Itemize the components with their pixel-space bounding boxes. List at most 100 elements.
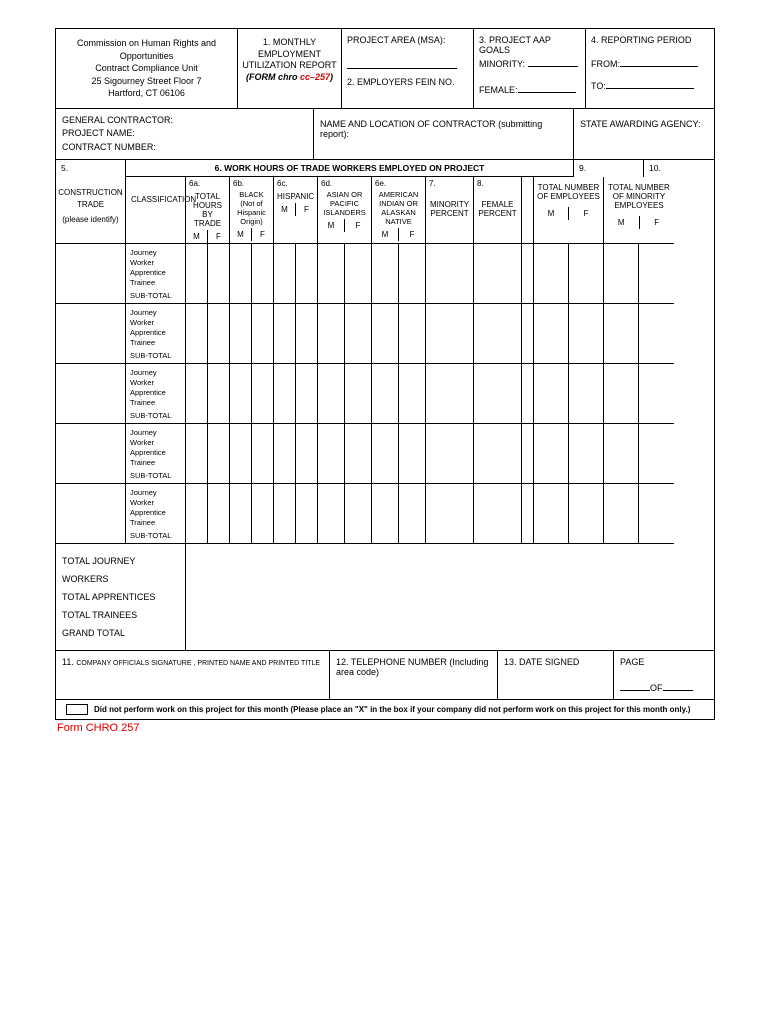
project-area-line[interactable] <box>347 59 457 69</box>
from-line[interactable] <box>620 57 698 67</box>
page-of[interactable] <box>663 681 693 691</box>
page-num[interactable] <box>620 681 650 691</box>
data-cell[interactable] <box>534 484 569 544</box>
data-cell[interactable] <box>399 244 426 304</box>
data-cell[interactable] <box>426 304 474 364</box>
data-cell[interactable] <box>318 484 345 544</box>
data-cell[interactable] <box>522 364 534 424</box>
data-cell[interactable] <box>296 484 318 544</box>
data-cell[interactable] <box>186 304 208 364</box>
data-cell[interactable] <box>208 424 230 484</box>
data-cell[interactable] <box>274 364 296 424</box>
col-6e: 6e.AMERICAN INDIAN OR ALASKAN NATIVE MF <box>372 177 426 244</box>
data-cell[interactable] <box>208 304 230 364</box>
data-cell[interactable] <box>569 364 604 424</box>
data-cell[interactable] <box>318 364 345 424</box>
data-cell[interactable] <box>426 424 474 484</box>
data-cell[interactable] <box>372 364 399 424</box>
data-cell[interactable] <box>426 484 474 544</box>
data-cell[interactable] <box>274 244 296 304</box>
data-cell[interactable] <box>399 484 426 544</box>
data-cell[interactable] <box>345 424 372 484</box>
data-cell[interactable] <box>208 484 230 544</box>
data-cell[interactable] <box>569 304 604 364</box>
to-line[interactable] <box>606 79 694 89</box>
data-cell[interactable] <box>522 484 534 544</box>
data-cell[interactable] <box>252 304 274 364</box>
org-cell: Commission on Human Rights and Opportuni… <box>56 29 238 109</box>
data-cell[interactable] <box>474 244 522 304</box>
data-cell[interactable] <box>474 484 522 544</box>
data-cell[interactable] <box>274 424 296 484</box>
trade-cell <box>56 304 126 364</box>
data-cell[interactable] <box>639 364 674 424</box>
data-cell[interactable] <box>426 364 474 424</box>
data-cell[interactable] <box>186 484 208 544</box>
data-cell[interactable] <box>274 304 296 364</box>
data-cell[interactable] <box>230 364 252 424</box>
data-cell[interactable] <box>372 484 399 544</box>
data-cell[interactable] <box>345 244 372 304</box>
data-cell[interactable] <box>230 484 252 544</box>
data-cell[interactable] <box>252 484 274 544</box>
data-cell[interactable] <box>252 424 274 484</box>
data-cell[interactable] <box>230 244 252 304</box>
data-cell[interactable] <box>639 484 674 544</box>
data-cell[interactable] <box>186 244 208 304</box>
col-headers: CONSTRUCTION TRADE (please identify) CLA… <box>56 177 714 244</box>
data-cell[interactable] <box>604 484 639 544</box>
data-cell[interactable] <box>296 424 318 484</box>
footer-row: 11. COMPANY OFFICIALS SIGNATURE , PRINTE… <box>56 651 714 700</box>
data-cell[interactable] <box>604 424 639 484</box>
data-cell[interactable] <box>522 424 534 484</box>
data-cell[interactable] <box>345 364 372 424</box>
data-cell[interactable] <box>296 244 318 304</box>
data-cell[interactable] <box>639 424 674 484</box>
female-line[interactable] <box>518 83 576 93</box>
data-cell[interactable] <box>208 364 230 424</box>
data-cell[interactable] <box>474 364 522 424</box>
data-cell[interactable] <box>426 244 474 304</box>
no-work-checkbox[interactable] <box>66 704 88 715</box>
classification-cell: Journey WorkerApprenticeTraineeSUB-TOTAL <box>126 304 186 364</box>
data-cell[interactable] <box>604 304 639 364</box>
data-cell[interactable] <box>639 244 674 304</box>
data-cell[interactable] <box>296 304 318 364</box>
data-cell[interactable] <box>372 424 399 484</box>
data-cell[interactable] <box>318 304 345 364</box>
data-cell[interactable] <box>534 364 569 424</box>
data-cell[interactable] <box>569 244 604 304</box>
data-cell[interactable] <box>474 424 522 484</box>
data-cell[interactable] <box>186 424 208 484</box>
data-cell[interactable] <box>208 244 230 304</box>
data-cell[interactable] <box>569 484 604 544</box>
data-cell[interactable] <box>534 304 569 364</box>
data-cell[interactable] <box>534 424 569 484</box>
data-cell[interactable] <box>372 304 399 364</box>
data-cell[interactable] <box>534 244 569 304</box>
data-cell[interactable] <box>372 244 399 304</box>
data-cell[interactable] <box>522 304 534 364</box>
data-cell[interactable] <box>399 364 426 424</box>
data-cell[interactable] <box>274 484 296 544</box>
data-cell[interactable] <box>230 304 252 364</box>
data-cell[interactable] <box>522 244 534 304</box>
data-cell[interactable] <box>399 304 426 364</box>
data-cell[interactable] <box>230 424 252 484</box>
data-cell[interactable] <box>252 244 274 304</box>
data-cell[interactable] <box>318 424 345 484</box>
data-cell[interactable] <box>604 244 639 304</box>
data-cell[interactable] <box>639 304 674 364</box>
data-cell[interactable] <box>345 304 372 364</box>
data-cell[interactable] <box>252 364 274 424</box>
data-cell[interactable] <box>604 364 639 424</box>
data-cell[interactable] <box>569 424 604 484</box>
totals-blank[interactable] <box>186 544 714 651</box>
data-cell[interactable] <box>318 244 345 304</box>
data-cell[interactable] <box>345 484 372 544</box>
data-cell[interactable] <box>186 364 208 424</box>
data-cell[interactable] <box>399 424 426 484</box>
minority-line[interactable] <box>528 57 578 67</box>
data-cell[interactable] <box>296 364 318 424</box>
data-cell[interactable] <box>474 304 522 364</box>
